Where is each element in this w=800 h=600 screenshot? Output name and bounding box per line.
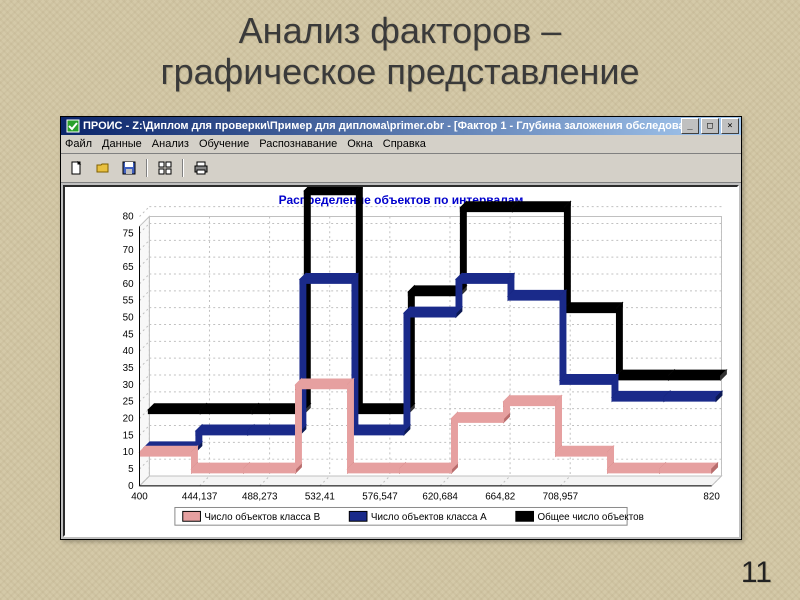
svg-text:Число объектов класса B: Число объектов класса B xyxy=(204,512,320,523)
svg-text:30: 30 xyxy=(123,380,134,391)
svg-text:488,273: 488,273 xyxy=(242,492,278,503)
step-chart: 0 5 10 15 20 25 30 35 40 45 50 55 60 65 70 75 80 400 444,1… xyxy=(65,187,737,535)
svg-text:70: 70 xyxy=(123,245,134,256)
menu-training[interactable]: Обучение xyxy=(199,138,249,150)
maximize-button[interactable]: □ xyxy=(701,118,719,134)
close-button[interactable]: × xyxy=(721,118,739,134)
save-button[interactable] xyxy=(117,157,141,179)
menu-analysis[interactable]: Анализ xyxy=(152,138,189,150)
toolbar xyxy=(61,154,741,183)
svg-text:Число объектов класса A: Число объектов класса A xyxy=(371,512,487,523)
svg-text:0: 0 xyxy=(128,481,134,492)
svg-text:50: 50 xyxy=(123,312,134,323)
svg-text:40: 40 xyxy=(123,346,134,357)
toolbar-separator-2 xyxy=(182,159,184,177)
app-icon xyxy=(66,119,80,133)
svg-text:400: 400 xyxy=(131,492,148,503)
menu-windows[interactable]: Окна xyxy=(347,138,373,150)
svg-text:444,137: 444,137 xyxy=(182,492,218,503)
menu-file[interactable]: Файл xyxy=(65,138,92,150)
print-button[interactable] xyxy=(189,157,213,179)
svg-text:80: 80 xyxy=(123,211,134,222)
open-button[interactable] xyxy=(91,157,115,179)
svg-text:65: 65 xyxy=(123,262,134,273)
window-title: ПРОИС - Z:\Диплом для проверки\Пример дл… xyxy=(83,120,681,132)
svg-text:35: 35 xyxy=(123,363,134,374)
svg-text:5: 5 xyxy=(128,464,134,475)
menu-recognition[interactable]: Распознавание xyxy=(259,138,337,150)
svg-text:75: 75 xyxy=(123,228,134,239)
svg-text:45: 45 xyxy=(123,329,134,340)
new-button[interactable] xyxy=(65,157,89,179)
svg-text:708,957: 708,957 xyxy=(543,492,579,503)
svg-text:820: 820 xyxy=(703,492,720,503)
svg-text:Общее число объектов: Общее число объектов xyxy=(537,512,643,523)
menu-data[interactable]: Данные xyxy=(102,138,142,150)
svg-text:25: 25 xyxy=(123,397,134,408)
svg-text:620,684: 620,684 xyxy=(422,492,458,503)
titlebar: ПРОИС - Z:\Диплом для проверки\Пример дл… xyxy=(61,117,741,135)
svg-text:55: 55 xyxy=(123,296,134,307)
slide-title-line2: графическое представление xyxy=(160,51,639,92)
app-window: ПРОИС - Z:\Диплом для проверки\Пример дл… xyxy=(60,116,742,540)
svg-text:576,547: 576,547 xyxy=(362,492,398,503)
minimize-button[interactable]: _ xyxy=(681,118,699,134)
slide-title-line1: Анализ факторов – xyxy=(239,10,562,51)
svg-text:532,41: 532,41 xyxy=(305,492,335,503)
menubar: Файл Данные Анализ Обучение Распознавани… xyxy=(61,135,741,154)
svg-text:15: 15 xyxy=(123,430,134,441)
svg-text:664,82: 664,82 xyxy=(485,492,515,503)
arrange-button[interactable] xyxy=(153,157,177,179)
chart-area: Распределение объектов по интервалам 051… xyxy=(63,185,739,537)
svg-text:10: 10 xyxy=(123,447,134,458)
svg-text:20: 20 xyxy=(123,413,134,424)
page-number: 11 xyxy=(741,556,772,590)
menu-help[interactable]: Справка xyxy=(383,138,426,150)
svg-text:60: 60 xyxy=(123,279,134,290)
slide-title: Анализ факторов – графическое представле… xyxy=(0,0,800,93)
toolbar-separator xyxy=(146,159,148,177)
